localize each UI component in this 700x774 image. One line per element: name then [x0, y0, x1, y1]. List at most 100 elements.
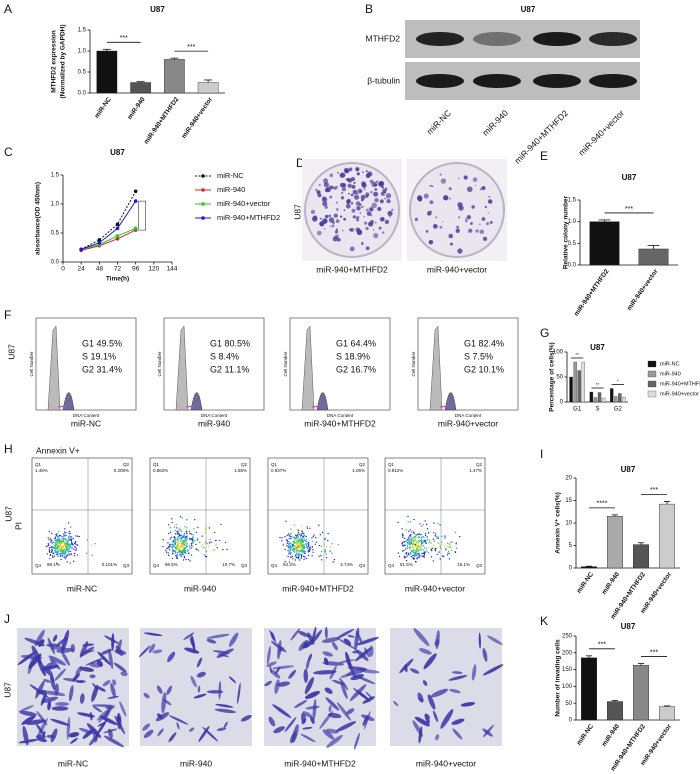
event: [165, 549, 167, 552]
event: [224, 541, 227, 544]
invading-cell: [310, 716, 315, 724]
quadrant-percent: 0.208%: [114, 468, 129, 473]
g1-peak: [175, 325, 189, 411]
colony: [335, 219, 340, 224]
quadrant-name: Q4: [153, 563, 160, 568]
event: [54, 551, 57, 553]
event: [192, 536, 194, 538]
invading-cell: [228, 676, 237, 684]
event: [421, 552, 423, 555]
event: [176, 532, 179, 535]
event: [436, 537, 438, 539]
invading-cell: [487, 635, 503, 645]
event: [299, 541, 301, 543]
event: [297, 537, 299, 540]
chart-title: U87: [110, 148, 125, 157]
event: [174, 533, 177, 535]
invading-cell: [97, 710, 108, 721]
event: [166, 547, 168, 550]
colony: [423, 193, 429, 199]
invading-cell: [142, 723, 151, 731]
event: [445, 549, 447, 551]
invading-cell: [91, 684, 99, 702]
event: [312, 551, 314, 554]
invading-cell: [92, 730, 98, 743]
colony: [364, 221, 368, 225]
event: [78, 535, 80, 538]
event: [449, 545, 451, 547]
event: [66, 554, 69, 556]
colony: [355, 216, 360, 220]
colony: [357, 227, 361, 232]
invading-cell: [332, 679, 345, 686]
event: [320, 555, 322, 557]
event: [298, 533, 300, 535]
y-tick-label: 100: [553, 350, 564, 356]
event: [63, 531, 66, 533]
event: [430, 548, 432, 551]
event: [167, 532, 170, 535]
chart-title: U87: [590, 343, 605, 352]
invading-cell: [216, 727, 227, 732]
event: [60, 558, 62, 561]
colony: [389, 215, 391, 218]
event: [177, 552, 179, 554]
event: [297, 556, 300, 558]
event: [52, 556, 54, 559]
event: [411, 531, 413, 533]
event: [178, 535, 181, 537]
event: [331, 552, 333, 555]
colony: [466, 214, 472, 220]
event: [297, 545, 299, 548]
cell-line-label: U87: [6, 344, 16, 360]
event: [290, 551, 292, 554]
event: [191, 539, 193, 541]
invading-cell: [228, 632, 239, 647]
event: [56, 544, 58, 547]
colony: [316, 230, 322, 236]
event: [290, 545, 292, 547]
invading-cell: [304, 691, 320, 699]
invading-cell: [482, 728, 493, 737]
event: [172, 552, 174, 554]
x-tick-label: G1: [573, 407, 582, 413]
event: [300, 556, 303, 558]
event: [300, 546, 303, 548]
event: [287, 545, 289, 547]
x-axis-label: Time(h): [106, 276, 129, 283]
event: [71, 543, 73, 545]
event: [302, 555, 305, 558]
colony: [324, 205, 328, 209]
colony: [352, 215, 356, 219]
event: [301, 531, 304, 533]
event: [449, 541, 452, 543]
event: [76, 535, 79, 537]
event: [57, 541, 59, 543]
event: [68, 530, 71, 533]
event: [295, 538, 297, 541]
event: [305, 535, 307, 538]
image-label: miR-940+MTHFD2: [316, 264, 388, 274]
event: [406, 545, 409, 547]
event: [51, 549, 54, 552]
invading-cell: [355, 649, 369, 661]
invading-cell: [214, 708, 237, 714]
colony: [435, 216, 438, 219]
colony: [356, 206, 361, 211]
event: [48, 550, 51, 552]
event: [203, 547, 205, 549]
invading-cell: [423, 653, 437, 670]
event: [68, 547, 70, 549]
g1-peak: [429, 325, 443, 411]
invading-cell: [148, 643, 156, 654]
event: [409, 539, 411, 542]
event: [402, 536, 404, 538]
event: [169, 546, 172, 548]
invading-cell: [300, 733, 316, 743]
event: [73, 560, 75, 562]
event: [185, 540, 188, 542]
event: [90, 544, 93, 547]
event: [182, 542, 185, 544]
legend-label: miR-940+MTHFD2: [660, 381, 700, 387]
event: [294, 555, 296, 557]
